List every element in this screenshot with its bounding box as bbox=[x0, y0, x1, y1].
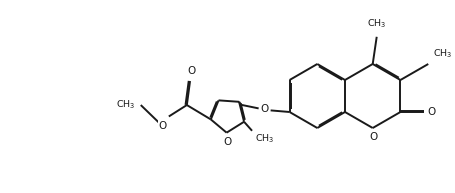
Text: CH$_3$: CH$_3$ bbox=[433, 47, 453, 60]
Text: CH$_3$: CH$_3$ bbox=[116, 99, 136, 111]
Text: O: O bbox=[427, 107, 435, 117]
Text: O: O bbox=[187, 66, 195, 76]
Text: O: O bbox=[159, 121, 167, 131]
Text: O: O bbox=[369, 132, 378, 142]
Text: CH$_3$: CH$_3$ bbox=[367, 17, 386, 30]
Text: CH$_3$: CH$_3$ bbox=[255, 133, 274, 145]
Text: O: O bbox=[261, 104, 269, 114]
Text: O: O bbox=[223, 137, 232, 147]
